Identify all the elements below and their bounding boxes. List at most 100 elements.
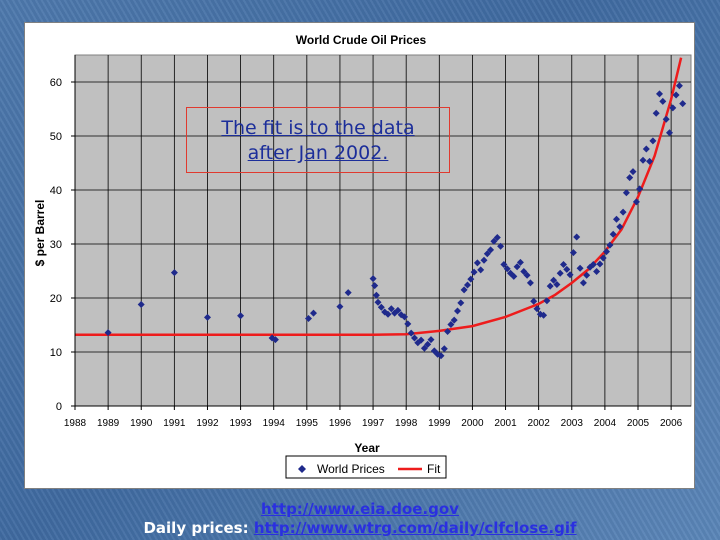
price-point [553,281,561,288]
price-point [460,286,468,294]
price-point [394,306,402,314]
price-point [613,215,620,223]
price-point [589,261,597,268]
price-point [626,174,634,182]
price-point [407,329,415,337]
x-tick-label: 1991 [163,418,186,429]
price-point [237,312,245,320]
price-point [371,282,379,290]
x-tick-label: 2002 [528,418,551,429]
y-tick-label: 50 [50,131,62,143]
price-point [384,310,392,318]
footer-prefix: Daily prices: [143,519,254,537]
price-point [616,223,624,231]
wtrg-link[interactable]: http://www.wtrg.com/daily/clfclose.gif [253,519,577,537]
price-point [639,156,647,164]
price-point [369,275,377,283]
x-tick-label: 1994 [263,418,286,429]
price-point [569,249,577,257]
price-point [336,303,344,311]
x-tick-label: 2005 [627,418,650,429]
price-point [520,268,528,275]
price-point [411,334,418,342]
x-tick-label: 2004 [594,418,617,429]
price-point [636,185,644,193]
price-point [646,157,654,165]
x-tick-label: 1990 [130,418,153,429]
price-point [305,315,312,322]
price-point [566,271,574,279]
price-point [543,297,551,305]
price-point [204,313,211,321]
price-point [573,233,581,241]
price-point [656,90,663,98]
price-point [669,104,677,112]
footer-line-1: http://www.eia.doe.gov [0,500,720,518]
footer-line-2: Daily prices: http://www.wtrg.com/daily/… [0,519,720,537]
y-tick-label: 0 [56,401,62,413]
price-point [424,340,432,348]
y-tick-label: 40 [50,185,62,197]
price-point [649,137,657,145]
fit-curve [75,57,683,336]
x-tick-label: 1998 [395,418,418,429]
price-point [526,279,534,287]
price-point [593,268,601,275]
y-axis-label: $ per Barrel [33,200,47,267]
x-tick-label: 1999 [428,418,451,429]
price-point [444,328,452,335]
price-point [629,168,637,176]
price-point [473,259,481,267]
price-point [457,299,465,307]
price-point [530,297,538,305]
price-point [510,272,518,280]
legend-box [285,455,447,479]
price-point [493,234,501,241]
price-point [672,91,680,99]
x-axis-label: Year [354,441,380,455]
price-point [609,230,617,238]
price-point [440,345,448,353]
price-point [487,246,495,254]
price-point [404,320,412,328]
price-point [652,109,660,117]
oil-price-chart: World Crude Oil Prices 0 10 20 30 40 50 60 1988… [33,33,692,479]
price-point [632,198,640,206]
price-point [450,316,458,324]
price-point [599,254,607,262]
price-point [666,129,673,137]
price-point [563,265,571,273]
price-point [437,352,445,360]
price-point [500,261,508,268]
price-point [427,336,435,344]
price-point [560,261,567,268]
price-point [603,248,610,256]
legend-label-world-prices: World Prices [317,462,385,476]
price-point [606,241,614,249]
price-point [642,145,650,153]
price-point [662,115,670,123]
price-point [503,265,511,273]
price-point [583,271,591,279]
price-point [540,311,548,319]
price-point [137,301,145,308]
price-point [420,344,428,352]
price-point [576,264,584,272]
price-point [546,282,554,290]
price-point [377,303,385,311]
y-tick-label: 60 [50,77,62,89]
eia-link[interactable]: http://www.eia.doe.gov [261,500,459,518]
price-point [619,208,627,216]
callout-line-1: The fit is to the data [221,117,415,139]
price-point [622,189,630,197]
price-point [483,250,491,258]
price-point [464,281,471,289]
price-point [470,268,478,276]
price-point [467,275,475,283]
price-point [344,289,352,297]
price-point [556,269,564,277]
price-point [454,307,461,315]
price-point [579,279,587,287]
x-tick-label: 1992 [196,418,219,429]
price-point [533,305,541,313]
